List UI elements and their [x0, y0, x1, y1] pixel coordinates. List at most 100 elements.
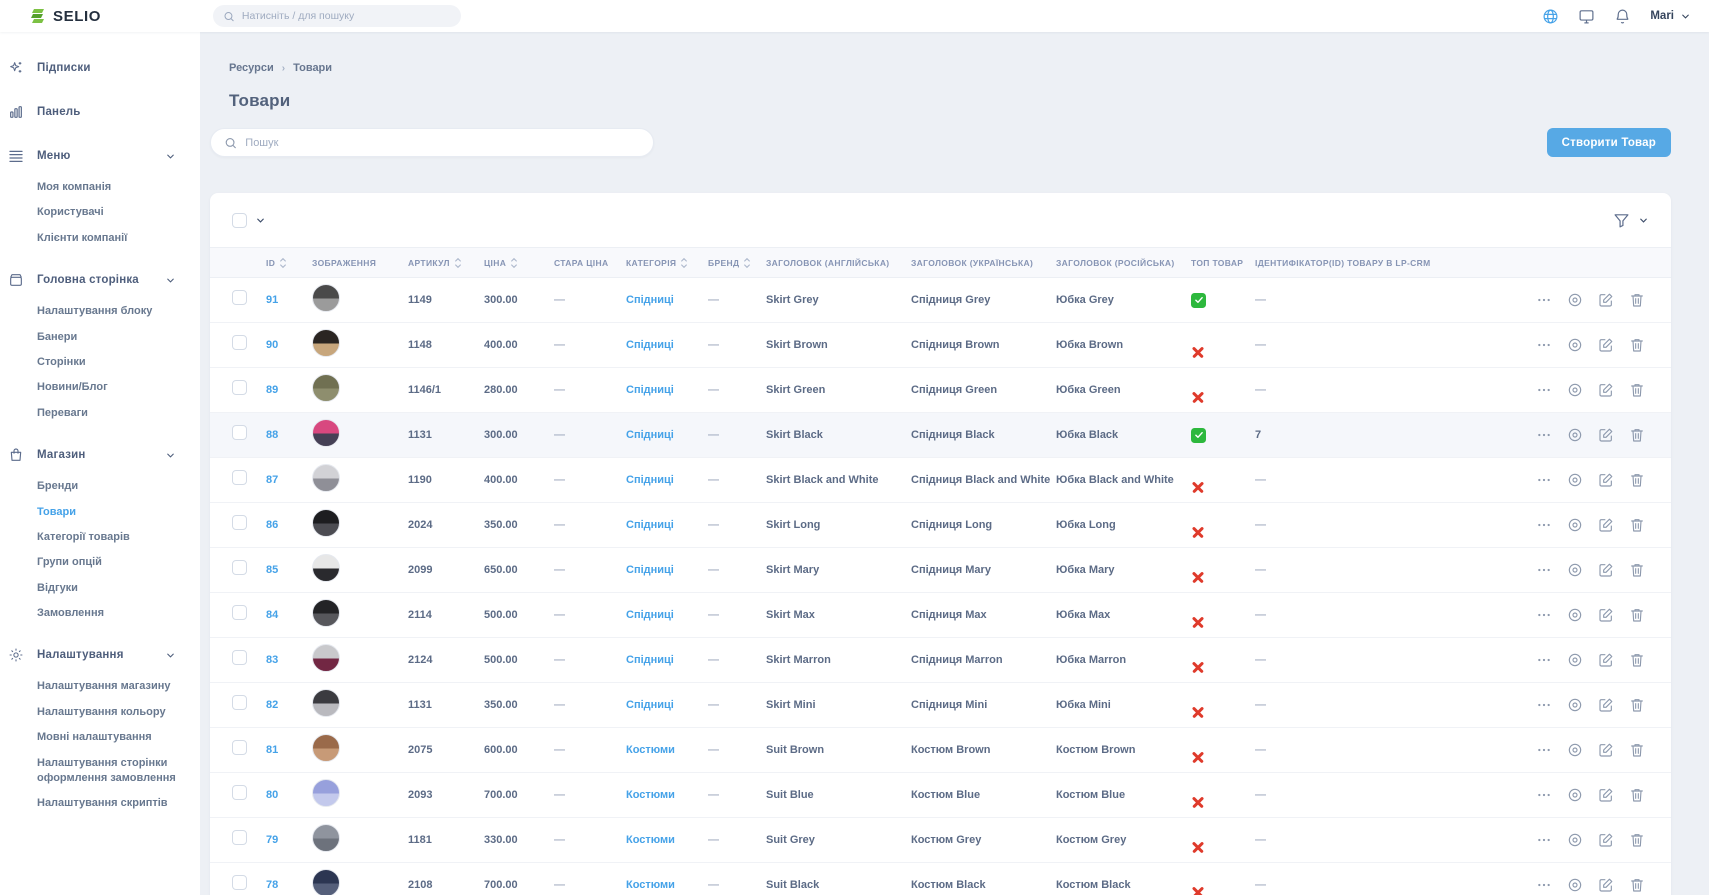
- create-product-button[interactable]: Створити Товар: [1546, 128, 1671, 157]
- sidebar-section-header[interactable]: Панель: [8, 90, 176, 134]
- sidebar-section-header[interactable]: Налаштування: [8, 633, 176, 677]
- edit-icon[interactable]: [1598, 337, 1614, 353]
- more-icon[interactable]: [1536, 337, 1552, 353]
- product-category-link[interactable]: Костюми: [626, 744, 675, 756]
- trash-icon[interactable]: [1629, 337, 1645, 353]
- product-id-link[interactable]: 87: [266, 474, 279, 486]
- edit-icon[interactable]: [1598, 697, 1614, 713]
- edit-icon[interactable]: [1598, 292, 1614, 308]
- product-id-link[interactable]: 81: [266, 744, 279, 756]
- more-icon[interactable]: [1536, 292, 1552, 308]
- product-category-link[interactable]: Спідниці: [626, 384, 674, 396]
- eye-icon[interactable]: [1567, 832, 1583, 848]
- product-category-link[interactable]: Спідниці: [626, 699, 674, 711]
- product-id-link[interactable]: 89: [266, 384, 279, 396]
- edit-icon[interactable]: [1598, 742, 1614, 758]
- product-id-link[interactable]: 90: [266, 339, 279, 351]
- eye-icon[interactable]: [1567, 337, 1583, 353]
- more-icon[interactable]: [1536, 877, 1552, 893]
- eye-icon[interactable]: [1567, 787, 1583, 803]
- product-image[interactable]: [312, 733, 340, 762]
- more-icon[interactable]: [1536, 787, 1552, 803]
- product-category-link[interactable]: Костюми: [626, 789, 675, 801]
- row-checkbox[interactable]: [232, 515, 247, 530]
- sidebar-item[interactable]: Налаштування сторінки оформлення замовле…: [37, 756, 176, 785]
- row-checkbox[interactable]: [232, 290, 247, 305]
- product-category-link[interactable]: Спідниці: [626, 564, 674, 576]
- trash-icon[interactable]: [1629, 292, 1645, 308]
- product-category-link[interactable]: Костюми: [626, 834, 675, 846]
- globe-icon[interactable]: [1542, 8, 1559, 25]
- product-id-link[interactable]: 86: [266, 519, 279, 531]
- product-image[interactable]: [312, 553, 340, 582]
- product-id-link[interactable]: 91: [266, 294, 279, 306]
- product-image[interactable]: [312, 598, 340, 627]
- trash-icon[interactable]: [1629, 472, 1645, 488]
- more-icon[interactable]: [1536, 472, 1552, 488]
- row-checkbox[interactable]: [232, 470, 247, 485]
- product-image[interactable]: [312, 823, 340, 852]
- row-checkbox[interactable]: [232, 650, 247, 665]
- trash-icon[interactable]: [1629, 787, 1645, 803]
- product-id-link[interactable]: 79: [266, 834, 279, 846]
- sort-icon[interactable]: [279, 257, 287, 269]
- more-icon[interactable]: [1536, 427, 1552, 443]
- more-icon[interactable]: [1536, 382, 1552, 398]
- sidebar-item[interactable]: Відгуки: [37, 581, 78, 594]
- row-checkbox[interactable]: [232, 695, 247, 710]
- select-all-checkbox[interactable]: [232, 212, 247, 228]
- more-icon[interactable]: [1536, 562, 1552, 578]
- sidebar-item[interactable]: Налаштування кольору: [37, 705, 166, 718]
- product-id-link[interactable]: 85: [266, 564, 279, 576]
- eye-icon[interactable]: [1567, 742, 1583, 758]
- eye-icon[interactable]: [1567, 562, 1583, 578]
- sidebar-section-header[interactable]: Головна сторінка: [8, 258, 176, 302]
- trash-icon[interactable]: [1629, 742, 1645, 758]
- edit-icon[interactable]: [1598, 652, 1614, 668]
- sidebar-item[interactable]: Моя компанія: [37, 181, 112, 193]
- sidebar-section-header[interactable]: Меню: [8, 134, 176, 178]
- trash-icon[interactable]: [1629, 832, 1645, 848]
- sidebar-item[interactable]: Новини/Блог: [37, 381, 108, 394]
- row-checkbox[interactable]: [232, 830, 247, 845]
- eye-icon[interactable]: [1567, 652, 1583, 668]
- table-search-input[interactable]: [245, 136, 640, 149]
- sidebar-item[interactable]: Замовлення: [37, 607, 105, 620]
- product-id-link[interactable]: 82: [266, 699, 279, 711]
- user-menu[interactable]: Mari: [1650, 10, 1691, 22]
- eye-icon[interactable]: [1567, 382, 1583, 398]
- sort-icon[interactable]: [680, 257, 688, 269]
- row-checkbox[interactable]: [232, 875, 247, 890]
- product-id-link[interactable]: 83: [266, 654, 279, 666]
- trash-icon[interactable]: [1629, 562, 1645, 578]
- eye-icon[interactable]: [1567, 427, 1583, 443]
- product-category-link[interactable]: Спідниці: [626, 429, 674, 441]
- sidebar-item[interactable]: Мовні налаштування: [37, 731, 152, 744]
- edit-icon[interactable]: [1598, 382, 1614, 398]
- product-image[interactable]: [312, 508, 340, 537]
- row-checkbox[interactable]: [232, 605, 247, 620]
- global-search[interactable]: [213, 5, 461, 27]
- eye-icon[interactable]: [1567, 292, 1583, 308]
- eye-icon[interactable]: [1567, 472, 1583, 488]
- product-category-link[interactable]: Костюми: [626, 879, 675, 891]
- eye-icon[interactable]: [1567, 877, 1583, 893]
- product-image[interactable]: [312, 643, 340, 672]
- edit-icon[interactable]: [1598, 877, 1614, 893]
- sidebar-section-header[interactable]: Підписки: [8, 46, 176, 90]
- product-id-link[interactable]: 84: [266, 609, 279, 621]
- trash-icon[interactable]: [1629, 427, 1645, 443]
- breadcrumb-root[interactable]: Ресурси: [229, 62, 274, 74]
- row-checkbox[interactable]: [232, 560, 247, 575]
- product-image[interactable]: [312, 373, 340, 402]
- trash-icon[interactable]: [1629, 607, 1645, 623]
- row-checkbox[interactable]: [232, 380, 247, 395]
- sort-icon[interactable]: [454, 257, 462, 269]
- sidebar-item[interactable]: Налаштування блоку: [37, 305, 153, 318]
- sort-icon[interactable]: [743, 257, 751, 269]
- product-category-link[interactable]: Спідниці: [626, 519, 674, 531]
- trash-icon[interactable]: [1629, 652, 1645, 668]
- sidebar-item[interactable]: Налаштування магазину: [37, 680, 171, 693]
- sidebar-item[interactable]: Переваги: [37, 406, 88, 419]
- product-category-link[interactable]: Спідниці: [626, 609, 674, 621]
